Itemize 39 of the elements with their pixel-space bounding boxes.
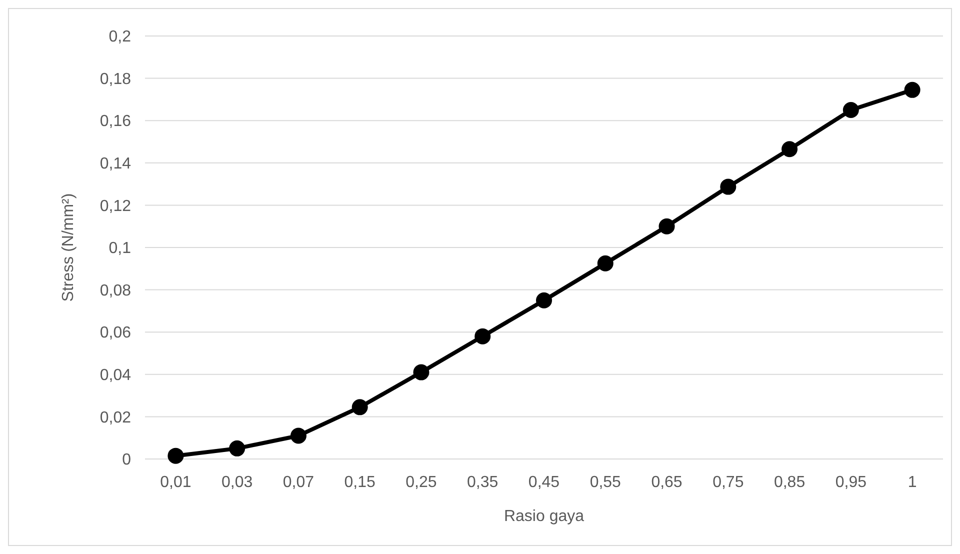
y-tick-label: 0,16 bbox=[100, 113, 132, 130]
x-tick-label: 0,95 bbox=[835, 474, 867, 491]
point bbox=[720, 178, 736, 195]
x-tick-label: 0,65 bbox=[651, 474, 682, 491]
x-tick-label: 0,01 bbox=[160, 474, 192, 491]
y-tick-label: 0,04 bbox=[100, 367, 132, 384]
point bbox=[229, 440, 246, 456]
point bbox=[597, 255, 614, 272]
point bbox=[474, 328, 491, 344]
point bbox=[842, 102, 859, 118]
x-axis-title: Rasio gaya bbox=[504, 508, 584, 525]
y-tick-label: 0,12 bbox=[100, 198, 132, 215]
point bbox=[536, 292, 552, 308]
x-tick-label: 1 bbox=[908, 474, 917, 491]
y-tick-label: 0,14 bbox=[100, 156, 132, 172]
x-tick-label: 0,45 bbox=[528, 474, 560, 491]
point bbox=[352, 399, 368, 416]
point bbox=[413, 364, 430, 380]
y-tick-label: 0,18 bbox=[100, 70, 132, 88]
point bbox=[168, 448, 184, 464]
x-tick-label: 0,55 bbox=[590, 474, 622, 491]
point bbox=[290, 428, 306, 444]
point bbox=[658, 218, 675, 234]
point bbox=[904, 82, 920, 98]
y-tick-label: 0,1 bbox=[108, 240, 132, 258]
point bbox=[782, 141, 798, 158]
x-tick-label: 0,03 bbox=[222, 474, 253, 491]
y-tick-label: 0,06 bbox=[100, 324, 132, 342]
y-tick-label: 0,02 bbox=[100, 409, 132, 426]
x-tick-label: 0,07 bbox=[282, 474, 314, 491]
x-tick-label: 0,15 bbox=[344, 474, 376, 491]
y-tick-label: 0,08 bbox=[100, 282, 132, 300]
x-tick-label: 0,25 bbox=[406, 474, 437, 491]
y-axis-title: Stress (N/mm²) bbox=[60, 193, 77, 302]
x-tick-label: 0,75 bbox=[712, 474, 744, 491]
y-tick-label: 0 bbox=[122, 452, 132, 469]
x-tick-label: 0,35 bbox=[467, 474, 498, 491]
y-tick-label: 0,2 bbox=[108, 28, 132, 46]
x-tick-label: 0,85 bbox=[774, 474, 806, 491]
